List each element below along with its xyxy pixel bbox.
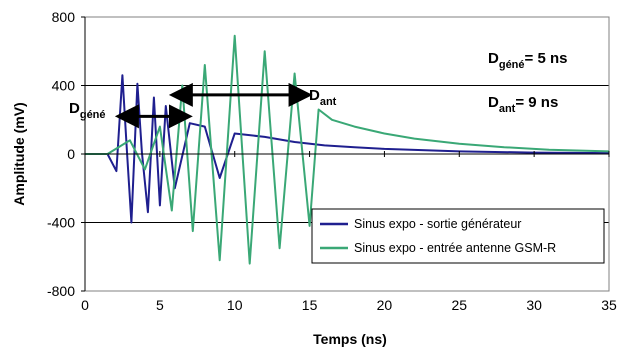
d-gene-value: Dgéné= 5 ns xyxy=(488,50,567,71)
y-tick-label: -800 xyxy=(47,283,75,299)
y-tick-label: 0 xyxy=(67,146,75,162)
d-ant-arrow-label: Dant xyxy=(309,87,337,108)
x-axis-title: Temps (ns) xyxy=(313,331,387,347)
tick-labels: 0 5 10 15 20 25 30 35 -800 -400 0 400 800 xyxy=(47,9,617,313)
x-tick-label: 30 xyxy=(526,297,542,313)
legend: Sinus expo - sortie générateur Sinus exp… xyxy=(311,208,605,264)
axes xyxy=(81,16,610,292)
x-tick-label: 20 xyxy=(377,297,393,313)
d-gene-arrow-label: Dgéné xyxy=(69,100,106,121)
x-tick-label: 35 xyxy=(601,297,617,313)
y-axis-title: Amplitude (mV) xyxy=(11,102,27,205)
legend-label-antenna: Sinus expo - entrée antenne GSM-R xyxy=(354,241,556,255)
x-tick-label: 15 xyxy=(302,297,318,313)
series-line-0 xyxy=(85,74,610,224)
x-tick-label: 25 xyxy=(451,297,467,313)
x-tick-label: 0 xyxy=(81,297,89,313)
legend-label-generator: Sinus expo - sortie générateur xyxy=(354,217,521,231)
y-tick-label: -400 xyxy=(47,215,75,231)
x-tick-label: 10 xyxy=(227,297,243,313)
x-tick-label: 5 xyxy=(156,297,164,313)
d-ant-value: Dant= 9 ns xyxy=(488,94,558,115)
y-tick-label: 800 xyxy=(52,9,76,25)
y-tick-label: 400 xyxy=(52,78,76,94)
legend-box xyxy=(311,208,605,264)
